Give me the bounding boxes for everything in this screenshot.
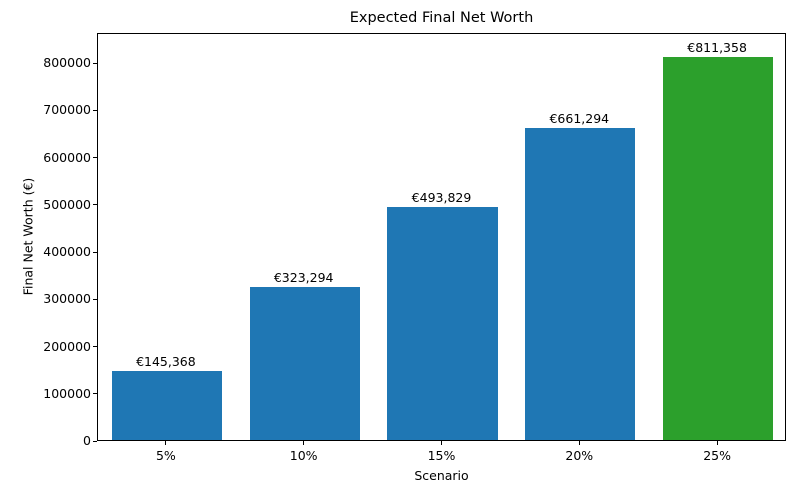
y-tick-label: 700000 [43,102,91,118]
plot-area [97,33,786,441]
x-tick-label: 25% [703,448,731,463]
x-tick-mark [303,441,305,445]
y-tick-mark [93,109,97,111]
y-tick-label: 600000 [43,149,91,165]
x-axis-label: Scenario [414,468,469,483]
y-tick-label: 0 [83,433,91,448]
y-tick-mark [93,204,97,206]
y-tick-label: 400000 [43,244,91,260]
y-tick-label: 100000 [43,385,91,401]
chart-title: Expected Final Net Worth [349,10,534,26]
y-tick-mark [93,346,97,348]
x-tick-mark [165,441,167,445]
y-tick-mark [93,440,97,442]
y-tick-mark [93,157,97,159]
y-tick-label: 300000 [43,291,91,307]
bar [387,206,498,440]
y-tick-label: 500000 [43,196,91,212]
bar-value-label: €323,294 [273,270,334,286]
x-tick-mark [441,441,442,445]
y-tick-mark [93,251,97,253]
y-tick-mark [93,62,97,64]
bar [662,56,774,440]
x-tick-label: 5% [155,448,176,463]
x-tick-label: 20% [565,448,594,463]
bar-value-label: €145,368 [136,354,196,370]
bar [249,287,360,440]
y-tick-label: 200000 [43,338,91,354]
x-tick-label: 15% [427,448,456,463]
bar [525,127,636,440]
bar-value-label: €811,358 [687,39,747,55]
y-tick-mark [93,393,97,395]
y-tick-mark [93,298,97,300]
bar [111,371,222,440]
x-tick-mark [578,441,580,445]
x-tick-mark [716,441,718,445]
x-tick-label: 10% [289,448,318,463]
y-tick-label: 800000 [43,55,91,71]
bar-value-label: €661,294 [549,110,610,126]
bar-value-label: €493,829 [411,189,472,205]
